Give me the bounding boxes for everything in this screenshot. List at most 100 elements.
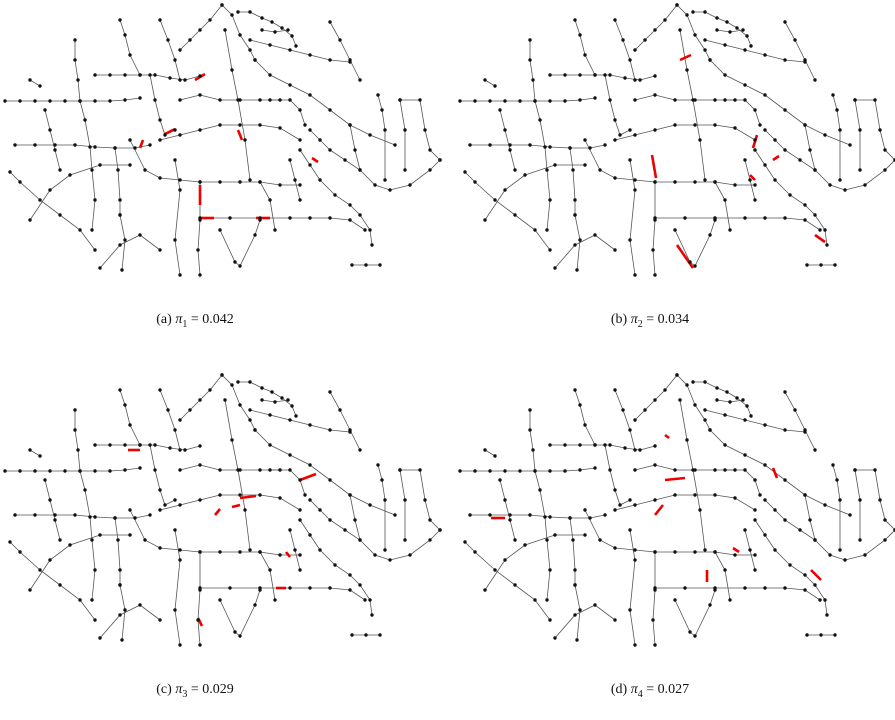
node <box>166 38 169 41</box>
node <box>290 404 293 407</box>
node <box>33 143 36 146</box>
node <box>463 170 466 173</box>
node <box>703 178 706 181</box>
node <box>628 428 631 431</box>
edge <box>400 470 405 540</box>
node <box>363 598 366 601</box>
node <box>553 533 556 536</box>
figure: {"panels": [ {"tag": "(a)", "symbol": "π… <box>0 0 895 706</box>
edge <box>765 130 895 190</box>
edge <box>175 530 180 645</box>
node <box>578 33 581 36</box>
node <box>783 478 786 481</box>
caption-symbol: π <box>631 312 638 327</box>
node <box>825 613 828 616</box>
node <box>818 228 821 231</box>
node <box>753 478 756 481</box>
node <box>708 428 711 431</box>
node <box>723 568 726 571</box>
node <box>853 468 856 471</box>
edge <box>180 375 222 420</box>
node <box>523 173 526 176</box>
node <box>583 508 586 511</box>
node <box>308 163 311 166</box>
caption-relation: = <box>646 312 654 327</box>
node <box>691 380 694 383</box>
node <box>613 118 616 121</box>
edge <box>75 410 95 600</box>
node <box>158 18 161 21</box>
node <box>258 550 261 553</box>
node <box>238 493 241 496</box>
node <box>198 463 201 466</box>
node <box>138 73 141 76</box>
node <box>753 568 756 571</box>
node <box>633 418 636 421</box>
node <box>238 550 241 553</box>
node <box>73 513 76 516</box>
node <box>573 583 576 586</box>
node <box>528 38 531 41</box>
node <box>133 146 136 149</box>
node <box>158 618 161 621</box>
node <box>328 108 331 111</box>
node <box>358 538 361 541</box>
node <box>741 28 744 31</box>
node <box>43 478 46 481</box>
edge <box>270 100 305 125</box>
node <box>613 18 616 21</box>
caption: (c) π3 = 0.029 <box>0 682 390 700</box>
node <box>220 3 223 6</box>
node <box>803 218 806 221</box>
node <box>178 133 181 136</box>
node <box>236 380 239 383</box>
edge <box>570 148 575 215</box>
node <box>653 444 656 447</box>
edge <box>725 470 760 495</box>
edge <box>200 588 365 600</box>
node <box>713 468 716 471</box>
node <box>298 198 301 201</box>
node <box>278 553 281 556</box>
node <box>813 583 816 586</box>
node <box>228 216 231 219</box>
node <box>123 98 126 101</box>
node <box>348 60 351 63</box>
node <box>583 533 586 536</box>
node <box>608 443 611 446</box>
node <box>83 488 86 491</box>
node <box>268 98 271 101</box>
node <box>803 573 806 576</box>
node <box>253 233 256 236</box>
node <box>93 73 96 76</box>
highlighted-edge <box>215 509 220 515</box>
node <box>8 540 11 543</box>
node <box>573 388 576 391</box>
edge <box>45 110 60 170</box>
node <box>633 448 636 451</box>
node <box>63 469 66 472</box>
node <box>468 143 471 146</box>
node <box>298 508 301 511</box>
node <box>148 73 151 76</box>
node <box>603 143 606 146</box>
node <box>218 123 221 126</box>
node <box>715 28 718 31</box>
node <box>678 28 681 31</box>
edge <box>30 450 40 456</box>
node <box>673 228 676 231</box>
node <box>783 216 786 219</box>
node <box>383 498 386 501</box>
edge <box>200 218 365 230</box>
edge <box>785 392 815 450</box>
node <box>268 443 271 446</box>
node <box>773 178 776 181</box>
node <box>628 608 631 611</box>
node <box>223 398 226 401</box>
node <box>293 178 296 181</box>
node <box>713 588 716 591</box>
node <box>328 148 331 151</box>
node <box>260 28 263 31</box>
node <box>288 453 291 456</box>
node <box>260 16 263 19</box>
